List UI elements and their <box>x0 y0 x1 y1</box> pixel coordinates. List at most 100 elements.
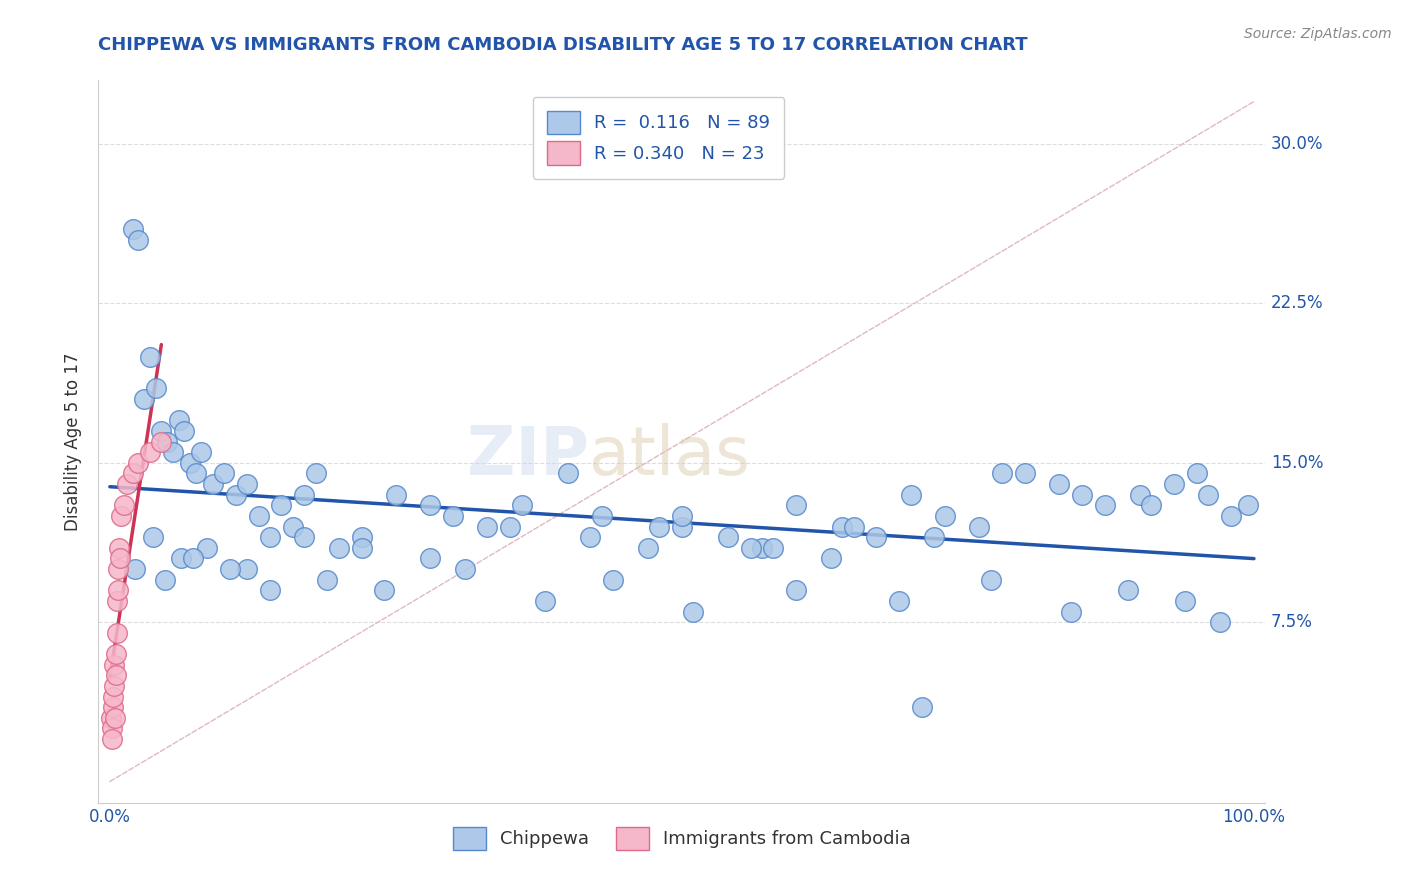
Point <box>419 498 441 512</box>
Point <box>969 519 991 533</box>
Point <box>259 583 281 598</box>
Point <box>900 488 922 502</box>
Point <box>305 467 328 481</box>
Point <box>214 467 236 481</box>
Point <box>740 541 762 555</box>
Point <box>1185 467 1208 481</box>
Point <box>103 679 125 693</box>
Point <box>170 551 193 566</box>
Point <box>671 519 693 533</box>
Point <box>281 519 304 533</box>
Point <box>889 594 911 608</box>
Point <box>100 722 122 736</box>
Point <box>179 456 201 470</box>
Text: ZIP: ZIP <box>467 423 589 489</box>
Point <box>1060 605 1083 619</box>
Point <box>219 562 242 576</box>
Point <box>591 508 613 523</box>
Point <box>980 573 1002 587</box>
Legend: Chippewa, Immigrants from Cambodia: Chippewa, Immigrants from Cambodia <box>444 818 920 859</box>
Point <box>831 519 853 533</box>
Point <box>259 530 281 544</box>
Point <box>533 594 555 608</box>
Point <box>453 562 475 576</box>
Point <box>682 605 704 619</box>
Point <box>510 498 533 512</box>
Point <box>1163 477 1185 491</box>
Point <box>922 530 945 544</box>
Text: Source: ZipAtlas.com: Source: ZipAtlas.com <box>1244 27 1392 41</box>
Point <box>1014 467 1036 481</box>
Point <box>637 541 659 555</box>
Point <box>103 690 125 704</box>
Point <box>316 573 339 587</box>
Point <box>1071 488 1094 502</box>
Point <box>247 508 270 523</box>
Point <box>1237 498 1260 512</box>
Point <box>385 488 408 502</box>
Point <box>762 541 785 555</box>
Point <box>100 711 122 725</box>
Point <box>156 434 179 449</box>
Point <box>785 498 807 512</box>
Point <box>190 445 212 459</box>
Point <box>292 530 315 544</box>
Point <box>121 222 143 236</box>
Point <box>107 583 129 598</box>
Point <box>911 700 934 714</box>
Point <box>1197 488 1219 502</box>
Point <box>671 508 693 523</box>
Text: 22.5%: 22.5% <box>1271 294 1323 312</box>
Point <box>195 541 218 555</box>
Point <box>184 467 207 481</box>
Point <box>648 519 671 533</box>
Point <box>110 508 132 523</box>
Point <box>350 541 373 555</box>
Point <box>139 350 162 364</box>
Point <box>127 456 149 470</box>
Point <box>499 519 522 533</box>
Point <box>115 477 138 491</box>
Point <box>134 392 156 406</box>
Point <box>373 583 395 598</box>
Point <box>1140 498 1163 512</box>
Point <box>785 583 807 598</box>
Point <box>104 711 127 725</box>
Point <box>820 551 842 566</box>
Point <box>717 530 740 544</box>
Point <box>173 424 195 438</box>
Point <box>842 519 865 533</box>
Point <box>139 445 162 459</box>
Point <box>101 732 124 747</box>
Point <box>153 573 176 587</box>
Point <box>419 551 441 566</box>
Point <box>105 594 128 608</box>
Point <box>108 551 131 566</box>
Text: 15.0%: 15.0% <box>1271 454 1323 472</box>
Point <box>167 413 190 427</box>
Text: atlas: atlas <box>589 423 749 489</box>
Point <box>1208 615 1230 630</box>
Point <box>236 477 259 491</box>
Text: CHIPPEWA VS IMMIGRANTS FROM CAMBODIA DISABILITY AGE 5 TO 17 CORRELATION CHART: CHIPPEWA VS IMMIGRANTS FROM CAMBODIA DIS… <box>98 36 1028 54</box>
Point <box>105 668 128 682</box>
Point <box>579 530 602 544</box>
Point <box>236 562 259 576</box>
Point <box>108 541 131 555</box>
Point <box>1049 477 1071 491</box>
Point <box>162 445 184 459</box>
Text: 7.5%: 7.5% <box>1271 613 1313 632</box>
Point <box>751 541 773 555</box>
Point <box>107 562 129 576</box>
Point <box>104 647 127 661</box>
Point <box>865 530 887 544</box>
Point <box>183 551 205 566</box>
Point <box>934 508 956 523</box>
Point <box>477 519 499 533</box>
Point <box>328 541 350 555</box>
Point <box>121 467 143 481</box>
Point <box>145 381 167 395</box>
Point <box>602 573 624 587</box>
Point <box>991 467 1014 481</box>
Point <box>225 488 247 502</box>
